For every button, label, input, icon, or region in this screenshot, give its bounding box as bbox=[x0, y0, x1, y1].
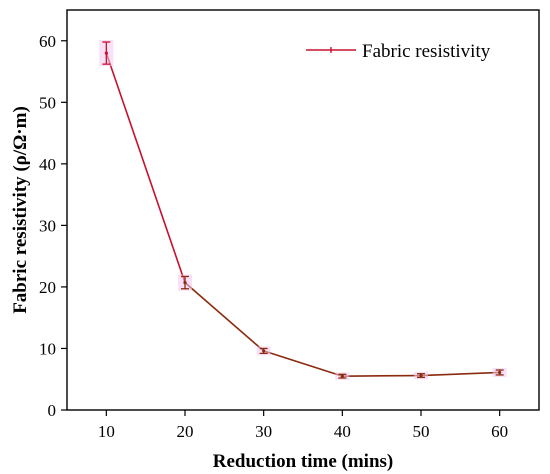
plot-frame bbox=[66, 9, 540, 411]
x-axis-title: Reduction time (mins) bbox=[213, 451, 393, 472]
data-marker bbox=[498, 370, 502, 375]
legend: Fabric resistivity bbox=[306, 41, 491, 62]
x-tick-label: 10 bbox=[98, 422, 115, 441]
y-tick-label: 20 bbox=[39, 278, 56, 297]
data-marker bbox=[104, 51, 108, 55]
y-tick-label: 50 bbox=[39, 93, 56, 112]
data-point bbox=[256, 346, 271, 356]
data-point bbox=[414, 371, 428, 380]
data-point bbox=[335, 372, 350, 380]
data-marker bbox=[340, 374, 344, 378]
y-tick-label: 40 bbox=[39, 155, 56, 174]
axes bbox=[66, 9, 540, 411]
series-line-segment bbox=[105, 52, 186, 283]
series-line-segment bbox=[263, 350, 343, 377]
y-tick-label: 60 bbox=[39, 32, 56, 51]
data-point bbox=[178, 274, 192, 291]
tick-marks: 10 20 30 40 50 60 0 10 20 30 40 50 60 bbox=[39, 32, 508, 441]
y-tick-label: 30 bbox=[39, 216, 56, 235]
series-line-segment bbox=[342, 374, 422, 377]
plot-area bbox=[99, 40, 507, 380]
y-tick-label: 10 bbox=[39, 339, 56, 358]
series-line-segment bbox=[184, 282, 265, 352]
x-tick-label: 60 bbox=[491, 422, 508, 441]
data-marker bbox=[262, 349, 266, 353]
y-tick-label: 0 bbox=[48, 401, 57, 420]
x-tick-label: 50 bbox=[413, 422, 430, 441]
x-tick-label: 40 bbox=[334, 422, 351, 441]
x-tick-label: 30 bbox=[255, 422, 272, 441]
series-line-segment bbox=[420, 371, 500, 377]
x-tick-label: 20 bbox=[177, 422, 194, 441]
legend-label: Fabric resistivity bbox=[362, 41, 491, 62]
y-axis-title: Fabric resistivity (ρ/Ω·m) bbox=[10, 106, 31, 314]
data-point bbox=[492, 368, 507, 377]
data-marker bbox=[183, 281, 187, 285]
data-marker bbox=[419, 373, 423, 378]
data-point bbox=[99, 40, 114, 67]
